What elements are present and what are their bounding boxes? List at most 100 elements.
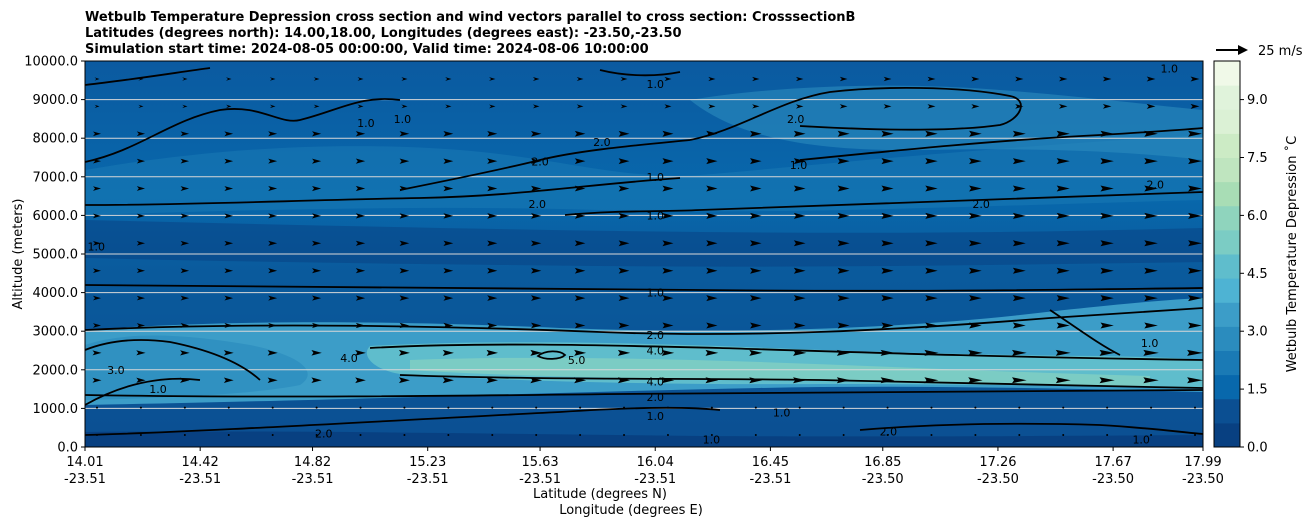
wind-vector bbox=[925, 240, 938, 247]
wind-vector bbox=[443, 267, 454, 274]
wind-vector bbox=[399, 213, 410, 219]
wind-vector bbox=[443, 213, 454, 219]
wind-vector bbox=[750, 295, 762, 302]
wind-vector bbox=[881, 158, 894, 165]
wind-vector bbox=[403, 434, 406, 436]
wind-vector bbox=[623, 406, 626, 409]
wind-vector bbox=[749, 377, 763, 384]
wind-vector bbox=[487, 185, 498, 192]
wind-vector bbox=[93, 213, 101, 219]
wind-vector bbox=[1144, 295, 1158, 302]
colorbar-segment bbox=[1214, 350, 1240, 376]
wind-vector bbox=[535, 406, 538, 409]
wind-vector bbox=[968, 377, 983, 384]
colorbar-segment bbox=[1214, 133, 1240, 158]
colorbar-tick-label: 0.0 bbox=[1247, 441, 1268, 456]
wind-vector bbox=[750, 130, 762, 137]
wind-vector bbox=[974, 406, 977, 409]
contour-label: 2.0 bbox=[531, 155, 549, 168]
wind-vector bbox=[706, 295, 718, 302]
wind-vector bbox=[315, 406, 318, 409]
wind-vector bbox=[969, 267, 982, 274]
contour-label: 1.0 bbox=[357, 117, 375, 130]
wind-vector bbox=[180, 377, 190, 383]
wind-vector bbox=[357, 77, 364, 81]
wind-vector bbox=[224, 186, 234, 191]
wind-vector bbox=[881, 267, 894, 274]
x-tick-label-lat: 16.04 bbox=[637, 455, 674, 470]
x-tick-label-lat: 16.85 bbox=[864, 455, 901, 470]
wind-vector bbox=[224, 158, 234, 164]
wind-vector bbox=[1015, 76, 1024, 82]
wind-vector bbox=[750, 212, 762, 219]
wind-vector bbox=[93, 268, 101, 273]
contour-line-2b bbox=[85, 389, 1203, 398]
wind-vector bbox=[620, 104, 628, 109]
wind-vector bbox=[754, 434, 757, 436]
wind-vector bbox=[1150, 406, 1153, 409]
wind-vector bbox=[136, 158, 146, 164]
wind-vector bbox=[754, 406, 757, 409]
contour-label: 1.0 bbox=[646, 171, 664, 184]
wind-vector bbox=[1012, 130, 1026, 137]
contour-line-top-mid bbox=[599, 69, 681, 77]
wind-vector bbox=[1056, 185, 1070, 192]
wind-vector bbox=[839, 76, 848, 82]
contour-label: 1.0 bbox=[646, 410, 664, 423]
wind-vector bbox=[837, 212, 850, 219]
wind-vector bbox=[574, 267, 586, 274]
wind-vector bbox=[662, 158, 674, 165]
wind-vector bbox=[576, 76, 584, 82]
contour-line-2a bbox=[85, 307, 1203, 335]
wind-vector bbox=[1011, 377, 1027, 384]
contour-line-4b bbox=[399, 374, 1203, 389]
y-tick-label: 9000.0 bbox=[33, 93, 79, 108]
wind-vector bbox=[662, 130, 674, 137]
wind-vector bbox=[398, 377, 410, 384]
wind-vector bbox=[223, 350, 234, 356]
colorbar-segment bbox=[1214, 254, 1240, 279]
wind-vector bbox=[750, 158, 762, 165]
wind-vector bbox=[969, 240, 982, 247]
wind-vector bbox=[312, 185, 322, 192]
colorbar-tick-label: 9.0 bbox=[1247, 93, 1268, 108]
wind-vector bbox=[442, 377, 454, 384]
wind-vector bbox=[1018, 434, 1021, 436]
wind-vector bbox=[793, 158, 806, 165]
wind-vector bbox=[620, 76, 628, 82]
wind-vector bbox=[793, 322, 806, 329]
wind-vector bbox=[969, 130, 982, 137]
wind-vector bbox=[618, 185, 630, 192]
contour-label: 2.0 bbox=[646, 391, 664, 404]
wind-vector bbox=[1012, 158, 1026, 165]
contour-line-right-1 bbox=[799, 127, 1203, 161]
x-tick-label-lon: -23.51 bbox=[519, 472, 561, 487]
y-tick-label: 4000.0 bbox=[33, 286, 79, 301]
colorbar-segment bbox=[1214, 205, 1240, 231]
wind-vector bbox=[183, 406, 186, 409]
wind-vector bbox=[837, 322, 850, 329]
wind-vector bbox=[227, 406, 230, 409]
wind-vector bbox=[1188, 185, 1202, 192]
wind-vector bbox=[355, 268, 366, 274]
wind-vector bbox=[312, 131, 322, 137]
wind-vector bbox=[269, 104, 276, 109]
contour-line-2c bbox=[85, 339, 261, 381]
wind-vector bbox=[1190, 103, 1200, 109]
wind-vector bbox=[1018, 406, 1021, 409]
wind-vector bbox=[224, 295, 234, 301]
wind-vector bbox=[183, 434, 186, 436]
wind-vector bbox=[227, 434, 230, 436]
chart-title-line-2: Latitudes (degrees north): 14.00,18.00, … bbox=[85, 26, 682, 41]
colorbar-tick-label: 7.5 bbox=[1247, 151, 1268, 166]
wind-vector bbox=[881, 322, 894, 329]
wind-vector bbox=[1055, 377, 1071, 384]
contour-line-1c bbox=[399, 139, 691, 191]
wind-vector bbox=[1190, 76, 1200, 82]
wind-vector bbox=[705, 377, 719, 384]
colorbar-segment bbox=[1214, 157, 1240, 183]
wind-vector bbox=[96, 434, 98, 436]
wind-vector bbox=[971, 104, 980, 109]
wind-vector bbox=[487, 267, 498, 274]
y-axis-label: Altitude (meters) bbox=[11, 199, 26, 310]
